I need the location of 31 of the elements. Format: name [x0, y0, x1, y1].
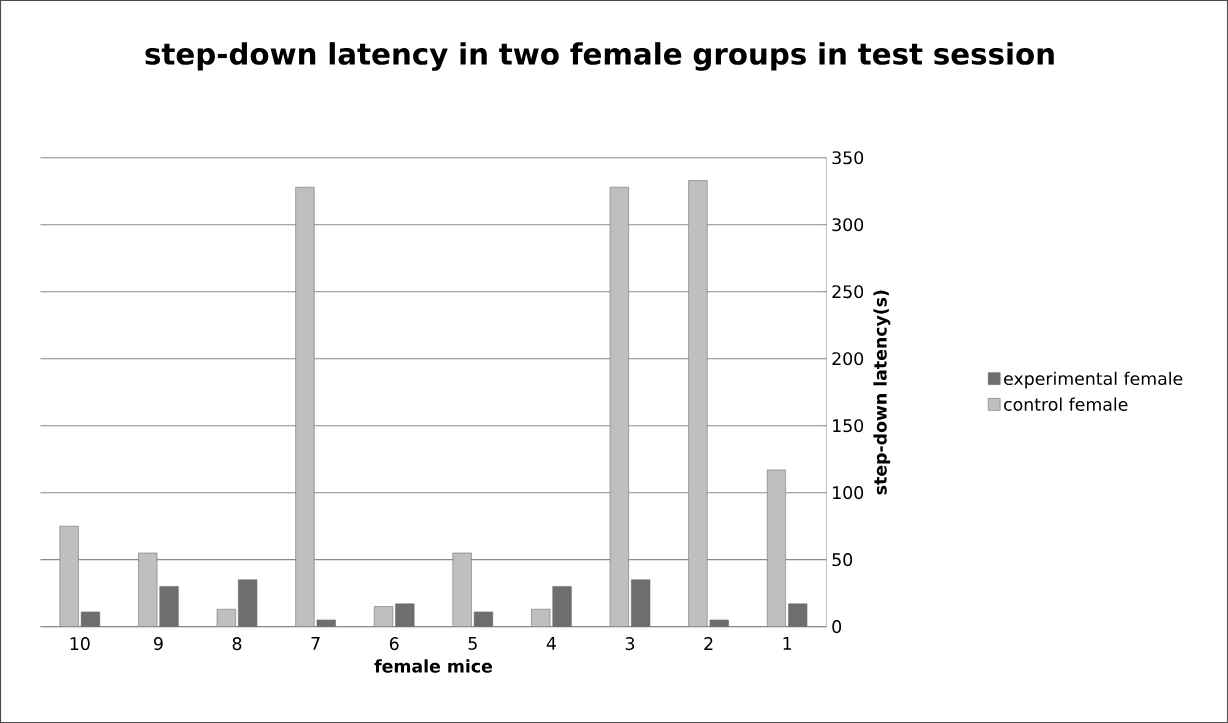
y-axis-title: step-down latency(s)	[873, 290, 891, 495]
y-tick-label: 0	[832, 620, 842, 634]
bar	[216, 608, 236, 627]
y-tick-label: 100	[833, 486, 864, 500]
x-tick-label: 9	[153, 636, 163, 651]
x-tick-label: 2	[704, 636, 713, 650]
y-tick-label: 300	[832, 218, 864, 232]
x-axis-title: female mice	[374, 659, 493, 673]
bar	[766, 469, 787, 627]
y-tick-label: 150	[833, 419, 864, 433]
bar	[631, 579, 651, 627]
x-tick-label: 4	[546, 637, 556, 650]
x-tick-label: 8	[232, 636, 242, 651]
x-tick-label: 7	[311, 637, 320, 650]
bar	[59, 525, 79, 627]
y-tick-label: 50	[832, 553, 853, 567]
x-tick-label: 10	[70, 636, 90, 651]
bar	[238, 579, 258, 627]
x-tick-label: 6	[389, 636, 399, 651]
x-tick-label: 3	[625, 636, 635, 651]
y-tick-label: 250	[832, 285, 864, 299]
bar	[609, 186, 629, 627]
y-tick-label: 350	[832, 151, 864, 165]
legend-label: control female	[1004, 397, 1128, 411]
chart-title: step-down latency in two female groups in test session	[145, 42, 1054, 71]
legend-label: experimental female	[1004, 371, 1183, 389]
bar	[80, 611, 101, 627]
bar	[788, 603, 808, 627]
x-tick-label: 1	[783, 637, 792, 650]
y-tick-label: 200	[832, 352, 864, 366]
x-tick-label: 5	[468, 637, 477, 650]
